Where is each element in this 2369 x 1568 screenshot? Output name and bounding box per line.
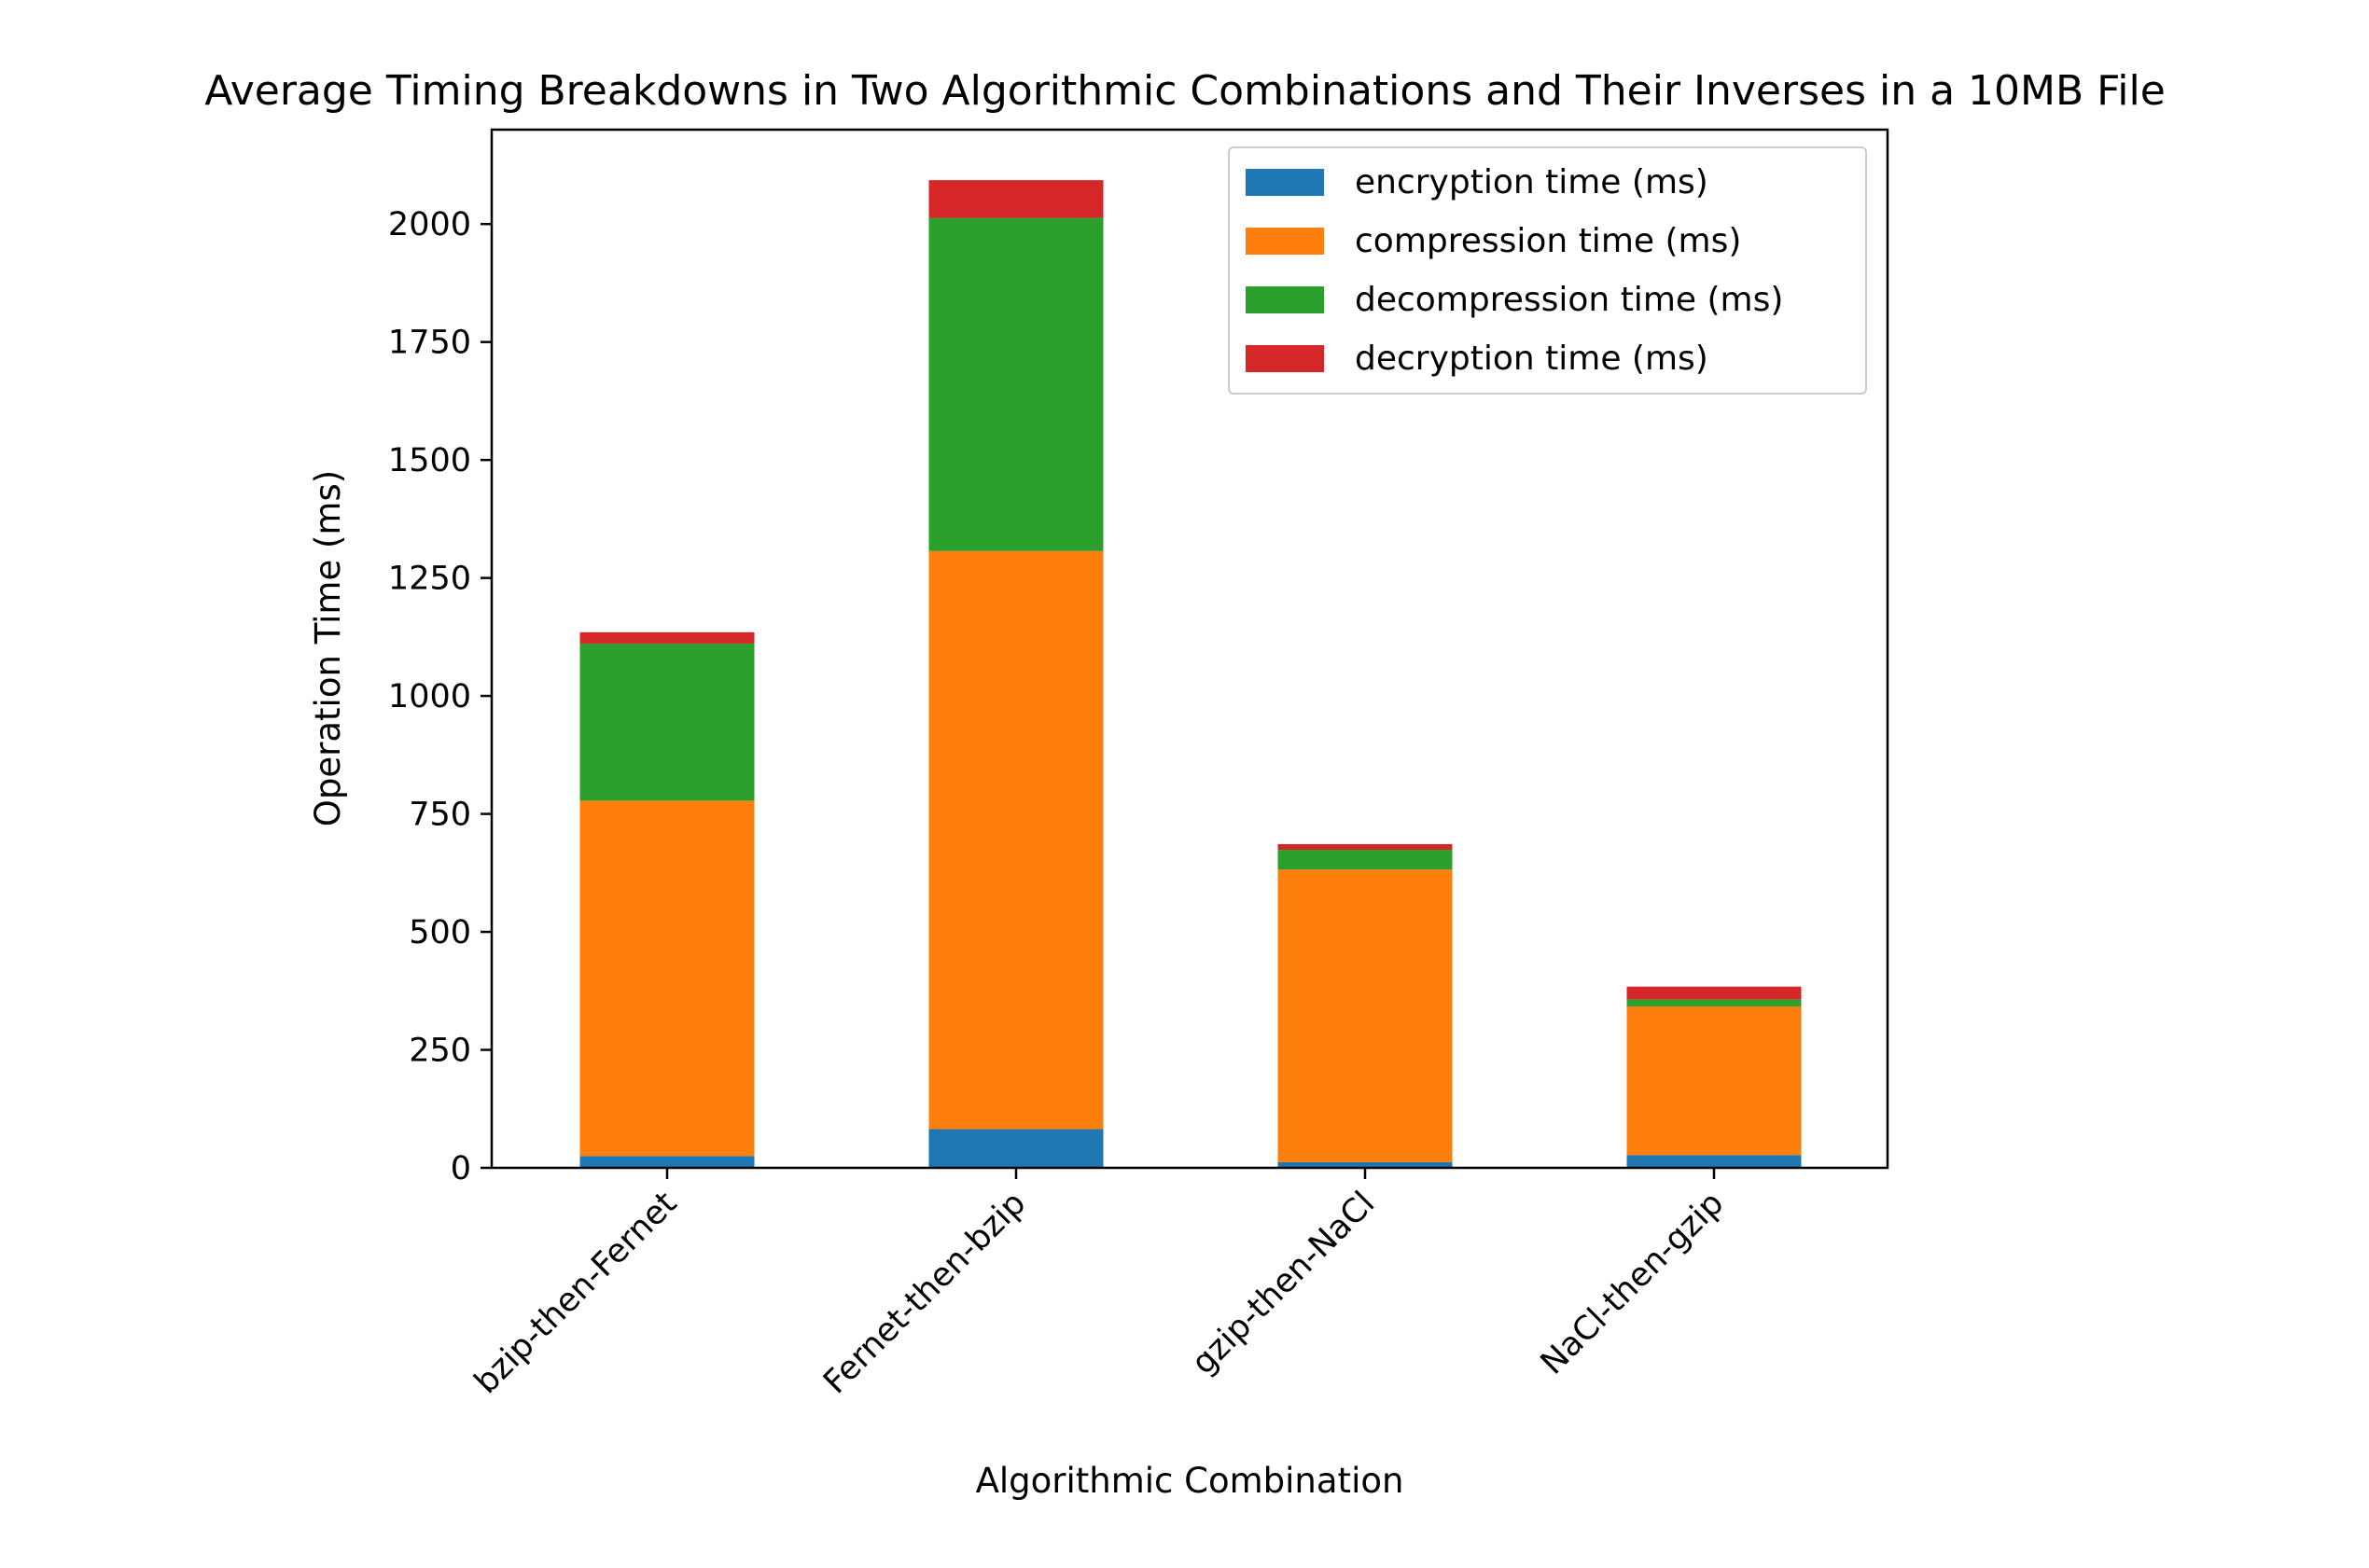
chart-title: Average Timing Breakdowns in Two Algorit… [204,67,2166,115]
bar-segment-bzip-then-Fernet-series-3 [579,643,755,801]
x-tick-label: bzip-then-Fernet [467,1185,684,1401]
bar-segment-Fernet-then-bzip-series-4 [928,180,1104,218]
y-tick-label: 0 [451,1150,471,1187]
x-axis-label: Algorithmic Combination [976,1461,1404,1501]
y-tick-label: 500 [409,914,471,951]
legend-swatch [1246,169,1324,196]
bar-segment-Fernet-then-bzip-series-2 [928,550,1104,1130]
y-tick-label: 250 [409,1033,471,1070]
bar-segment-gzip-then-NaCl-series-3 [1277,850,1453,870]
y-tick-label: 1000 [388,678,471,715]
bar-segment-bzip-then-Fernet-series-4 [579,631,755,644]
legend-label: decryption time (ms) [1355,340,1708,378]
plot-frame [490,128,1889,1170]
bar-segment-gzip-then-NaCl-series-4 [1277,843,1453,851]
bar-segment-bzip-then-Fernet-series-1 [579,1156,755,1168]
x-tick-label: Fernet-then-bzip [816,1185,1033,1401]
bar-segment-NaCl-then-gzip-series-2 [1626,1006,1802,1156]
y-tick-label: 1750 [388,325,471,362]
legend-label: encryption time (ms) [1355,163,1708,201]
legend-swatch [1246,228,1324,255]
legend-label: compression time (ms) [1355,222,1741,260]
bars-group [579,180,1802,1168]
y-tick-label: 1250 [388,561,471,598]
bar-segment-gzip-then-NaCl-series-1 [1277,1161,1453,1168]
y-tick-label: 1500 [388,442,471,479]
bar-segment-NaCl-then-gzip-series-3 [1626,999,1802,1006]
x-tick-label: NaCl-then-gzip [1534,1185,1732,1382]
legend: encryption time (ms) compression time (ms… [1228,146,1867,395]
x-axis-ticks: bzip-then-Fernet Fernet-then-bzip gzip-the… [467,1168,1731,1401]
bar-segment-Fernet-then-bzip-series-3 [928,217,1104,551]
y-tick-label: 750 [409,797,471,834]
bar-segment-NaCl-then-gzip-series-1 [1626,1155,1802,1168]
y-axis-label: Operation Time (ms) [308,470,348,826]
legend-label: decompression time (ms) [1355,281,1783,319]
legend-frame [1228,146,1867,395]
legend-swatch [1246,286,1324,313]
y-axis-ticks: 0 250 500 750 1000 1250 1500 1750 2000 [388,206,492,1187]
bar-segment-bzip-then-Fernet-series-2 [579,800,755,1157]
bar-segment-NaCl-then-gzip-series-4 [1626,986,1802,1000]
x-tick-label: gzip-then-NaCl [1185,1185,1383,1382]
bar-segment-Fernet-then-bzip-series-1 [928,1129,1104,1168]
legend-swatch [1246,345,1324,372]
y-tick-label: 2000 [388,206,471,243]
bar-segment-gzip-then-NaCl-series-2 [1277,869,1453,1162]
